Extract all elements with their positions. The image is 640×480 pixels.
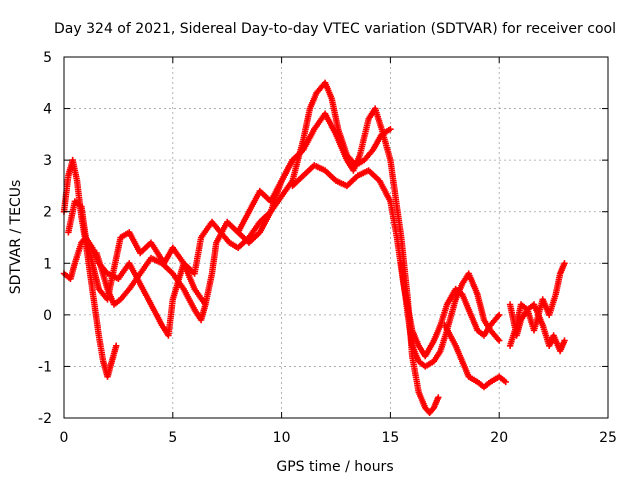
x-tick-label: 20 bbox=[490, 430, 508, 446]
data-point-markers bbox=[60, 234, 209, 339]
plot-frame bbox=[63, 56, 609, 419]
y-tick-label: -1 bbox=[38, 359, 52, 375]
data-point-markers bbox=[93, 79, 394, 324]
data-point-markers bbox=[60, 156, 120, 380]
y-tick-label: 2 bbox=[43, 205, 52, 221]
y-axis-label: SDTVAR / TECUs bbox=[8, 180, 24, 295]
x-tick-label: 15 bbox=[381, 430, 399, 446]
y-tick-label: 1 bbox=[43, 256, 52, 272]
series-trace-7 bbox=[398, 260, 503, 370]
series-trace-4 bbox=[93, 79, 394, 324]
axis-ticks: 0 5 10 15 20 25 -2 -1 0 1 2 3 4 5 bbox=[38, 50, 617, 446]
series-trace-1 bbox=[60, 156, 120, 380]
y-tick-label: 5 bbox=[43, 50, 52, 66]
data-point-markers bbox=[506, 260, 568, 349]
x-axis-label: GPS time / hours bbox=[276, 459, 393, 475]
data-point-markers bbox=[441, 322, 509, 391]
series-trace-10 bbox=[506, 260, 568, 349]
chart-title: Day 324 of 2021, Sidereal Day-to-day VTE… bbox=[54, 21, 616, 37]
data-point-markers bbox=[234, 105, 442, 416]
y-tick-label: 0 bbox=[43, 308, 52, 324]
grid bbox=[64, 57, 608, 418]
x-tick-label: 5 bbox=[168, 430, 177, 446]
x-tick-label: 0 bbox=[60, 430, 69, 446]
x-tick-label: 10 bbox=[273, 430, 291, 446]
y-tick-label: 4 bbox=[43, 102, 52, 118]
series-trace-5 bbox=[234, 105, 442, 416]
series-trace-8 bbox=[441, 322, 509, 391]
data-points bbox=[60, 79, 568, 416]
data-point-markers bbox=[398, 260, 503, 370]
y-tick-label: 3 bbox=[43, 153, 52, 169]
x-tick-label: 25 bbox=[599, 430, 617, 446]
series-trace-2 bbox=[60, 234, 209, 339]
y-tick-label: -2 bbox=[38, 411, 52, 427]
